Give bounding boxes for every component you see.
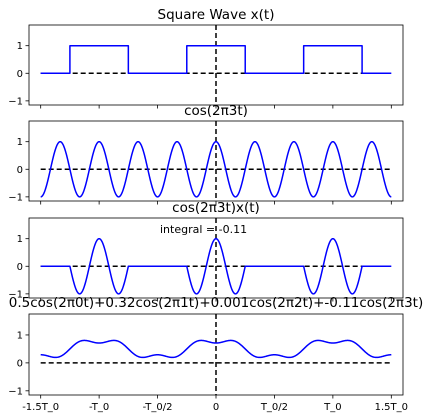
panel-2-y-tick-label: 0 — [17, 165, 23, 176]
x-tick-label: T_0/2 — [260, 402, 288, 413]
panel-4-title: 0.5cos(2π0t)+0.32cos(2π1t)+0.001cos(2π2t… — [9, 295, 423, 311]
panel-3-annotation: integral = -0.11 — [160, 223, 247, 236]
x-tick-label: -T_0 — [89, 402, 109, 413]
panel-2-plot: 1 0 −1 — [8, 121, 392, 205]
x-tick-label: -1.5T_0 — [22, 402, 59, 413]
panel-4-y-tick-label: −1 — [8, 386, 23, 397]
panel-2-y-tick-label: −1 — [8, 192, 23, 203]
panel-4-y-tick-label: 1 — [17, 330, 23, 341]
x-tick-label: 0 — [213, 402, 219, 413]
panel-1-y-tick-label: 0 — [17, 69, 23, 80]
panel-3-y-tick-label: −1 — [8, 289, 23, 300]
panel-2-title: cos(2π3t) — [184, 103, 248, 119]
panel-1-y-tick-label: −1 — [8, 96, 23, 107]
panel-1-y-tick-label: 1 — [17, 41, 23, 52]
panel-3-y-tick-label: 1 — [17, 234, 23, 245]
panel-2-y-tick-label: 1 — [17, 137, 23, 148]
x-tick-label: 1.5T_0 — [375, 402, 408, 413]
x-tick-label: -T_0/2 — [143, 402, 173, 413]
panel-1-title: Square Wave x(t) — [158, 7, 275, 23]
panel-4-signal-line — [40, 339, 392, 359]
panel-1-signal-line — [40, 44, 392, 75]
x-tick-label: T_0 — [323, 402, 341, 413]
panel-3-plot: 1 0 −1 — [8, 218, 392, 302]
panel-2-signal-line — [40, 140, 392, 198]
panel-3-signal-line — [40, 237, 392, 295]
panel-3-title: cos(2π3t)x(t) — [172, 200, 260, 216]
panel-3-y-tick-label: 0 — [17, 262, 23, 273]
panel-4-y-tick-label: 0 — [17, 358, 23, 369]
panel-4-plot: 1 0 −1 -1.5T_0 -T_0 -T_0/2 0 T_0/2 T_0 1.5T_0 — [8, 314, 408, 413]
panel-1-plot: 1 0 −1 — [8, 25, 392, 109]
